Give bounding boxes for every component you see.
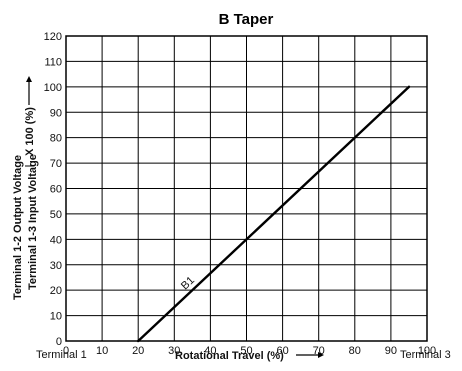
y-tick-label: 30 (50, 260, 62, 272)
x-tick-label: 100 (418, 345, 436, 357)
y-tick-label: 110 (44, 56, 62, 68)
x-tick-label: 50 (240, 345, 252, 357)
chart-title: B Taper (219, 11, 274, 28)
y-tick-label: 80 (50, 133, 62, 145)
y-axis-scale-label: X 100 (%) (24, 107, 36, 156)
series-line-b1 (136, 85, 411, 343)
y-axis-label-line2: Terminal 1-3 Input Voltage (27, 154, 39, 290)
x-tick-label: 30 (168, 345, 180, 357)
y-tick-label: 120 (44, 31, 62, 43)
x-end-label: Terminal 3 (400, 349, 451, 361)
x-tick-label: 90 (385, 345, 397, 357)
x-axis-label: Rotational Travel (%) (175, 350, 284, 362)
x-tick-label: 20 (132, 345, 144, 357)
y-axis-title-group: Terminal 1-2 Output Voltage Terminal 1-3… (12, 76, 39, 300)
x-tick-label: 40 (204, 345, 216, 357)
y-tick-labels: 0 10 20 30 40 50 60 70 80 90 100 110 120 (44, 31, 62, 348)
y-tick-label: 0 (56, 336, 62, 348)
x-tick-label: 80 (349, 345, 361, 357)
x-tick-label: 10 (96, 345, 108, 357)
y-tick-label: 60 (50, 184, 62, 196)
grid-lines (66, 36, 427, 341)
plot-frame (65, 35, 428, 342)
series-lines (136, 85, 411, 343)
y-tick-label: 70 (50, 158, 62, 170)
x-tick-label: 60 (276, 345, 288, 357)
y-tick-label: 50 (50, 209, 62, 221)
y-axis-arrow-head (26, 76, 32, 82)
x-start-label: Terminal 1 (36, 349, 87, 361)
y-tick-label: 10 (50, 311, 62, 323)
y-tick-label: 90 (50, 107, 62, 119)
x-axis-title-group: Rotational Travel (%) (175, 350, 324, 362)
x-axis-arrow-head (318, 352, 324, 358)
y-tick-label: 20 (50, 285, 62, 297)
x-tick-label: 0 (63, 345, 69, 357)
y-tick-label: 100 (44, 82, 62, 94)
x-tick-labels: 0 10 20 30 40 50 60 70 80 90 100 (63, 345, 436, 357)
y-tick-label: 40 (50, 234, 62, 246)
y-axis-label-line1: Terminal 1-2 Output Voltage (12, 155, 24, 300)
